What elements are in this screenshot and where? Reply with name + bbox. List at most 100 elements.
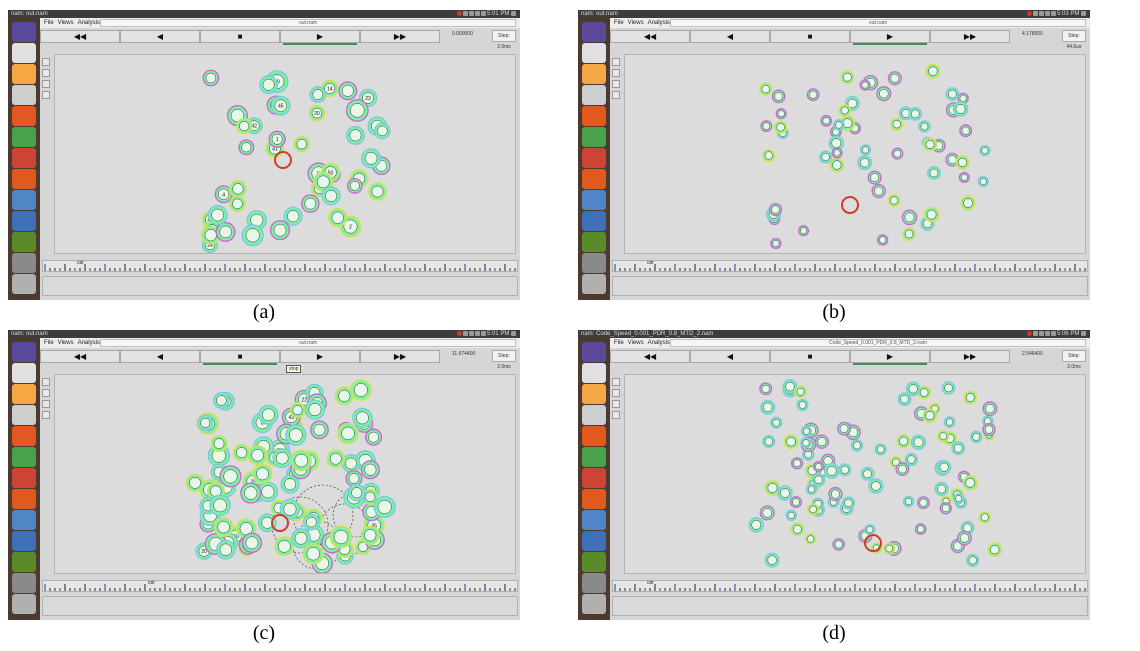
reset-icon[interactable] (42, 411, 50, 419)
network-node[interactable] (979, 144, 991, 157)
network-node[interactable] (346, 177, 363, 194)
spreadsheet-icon[interactable] (582, 127, 606, 147)
system-tray[interactable]: 5:03 PM (1026, 10, 1087, 18)
network-node[interactable] (229, 180, 247, 198)
network-node[interactable] (963, 390, 978, 405)
network-node[interactable] (966, 553, 980, 567)
forward-button[interactable]: ▶▶ (930, 350, 1010, 363)
network-node[interactable] (867, 170, 882, 185)
pan-icon[interactable] (42, 80, 50, 88)
rewind-button[interactable]: ◀◀ (40, 30, 120, 43)
drive-icon[interactable] (582, 253, 606, 273)
network-node[interactable] (841, 496, 856, 510)
network-node[interactable] (326, 449, 346, 469)
network-node[interactable] (790, 457, 804, 470)
vim-icon[interactable] (12, 232, 36, 252)
zoom-in-icon[interactable] (612, 58, 620, 66)
network-node[interactable] (760, 120, 773, 133)
network-node[interactable] (883, 542, 896, 555)
stop-button[interactable]: ■ (200, 30, 280, 43)
network-node[interactable] (345, 98, 369, 122)
terminal-icon[interactable] (12, 43, 36, 63)
network-node[interactable] (831, 147, 843, 159)
firefox-icon[interactable] (582, 106, 606, 126)
network-node[interactable] (197, 414, 214, 431)
network-node[interactable] (811, 473, 826, 487)
network-node[interactable] (352, 407, 373, 429)
network-node[interactable] (345, 125, 365, 145)
network-node[interactable] (850, 439, 864, 452)
dash-icon[interactable] (582, 342, 606, 362)
network-node[interactable] (768, 202, 783, 217)
network-node[interactable] (905, 381, 921, 397)
network-node[interactable] (812, 460, 825, 473)
network-node[interactable] (796, 398, 809, 411)
network-node[interactable] (934, 481, 949, 497)
network-node[interactable] (797, 225, 810, 237)
network-node[interactable] (804, 533, 817, 545)
network-node[interactable] (951, 441, 966, 456)
text-editor-icon[interactable] (12, 405, 36, 425)
back-button[interactable]: ◀ (120, 350, 200, 363)
network-node[interactable] (301, 194, 320, 213)
network-node[interactable] (943, 416, 956, 428)
network-node[interactable] (962, 475, 978, 491)
network-node[interactable] (832, 538, 845, 551)
network-node[interactable] (955, 155, 970, 170)
network-node[interactable] (864, 524, 876, 536)
stop-button[interactable]: ■ (770, 30, 850, 43)
network-node[interactable] (240, 482, 262, 504)
network-node[interactable] (789, 495, 803, 509)
network-node[interactable] (970, 430, 983, 444)
network-node[interactable] (760, 399, 776, 415)
text-editor-icon[interactable] (582, 405, 606, 425)
network-node[interactable] (334, 386, 354, 406)
packet-timeline[interactable]: cbr (612, 580, 1088, 592)
network-node[interactable] (210, 435, 228, 453)
network-node[interactable] (819, 150, 833, 164)
network-node[interactable] (764, 552, 780, 568)
network-node[interactable] (783, 434, 799, 450)
network-node[interactable] (347, 483, 366, 502)
network-node[interactable] (837, 421, 852, 436)
network-node[interactable] (213, 392, 230, 409)
drive-icon[interactable] (12, 253, 36, 273)
menu-item-analysis[interactable]: Analysis (77, 20, 100, 26)
network-node[interactable] (958, 171, 970, 184)
network-node[interactable] (927, 166, 941, 180)
menu-item-file[interactable]: File (44, 340, 54, 346)
network-node[interactable] (338, 81, 358, 101)
network-node[interactable] (216, 539, 236, 560)
highlighted-node[interactable] (864, 534, 882, 552)
network-node[interactable] (794, 385, 807, 399)
network-node[interactable] (897, 392, 912, 407)
network-node[interactable] (272, 448, 293, 469)
network-node[interactable] (361, 148, 382, 169)
network-node[interactable] (828, 486, 843, 502)
network-node[interactable] (876, 86, 892, 102)
network-node[interactable] (957, 530, 972, 546)
menu-item-views[interactable]: Views (627, 20, 644, 26)
network-node[interactable] (313, 171, 334, 192)
network-canvas[interactable]: 3520213032414012242818211719334350822 (54, 374, 516, 574)
network-node[interactable] (982, 422, 996, 437)
terminal-icon[interactable] (582, 43, 606, 63)
network-node[interactable] (941, 381, 956, 395)
system-tray[interactable]: 5:01 PM (456, 10, 517, 18)
stop-button[interactable]: ■ (770, 350, 850, 363)
zoom-out-icon[interactable] (42, 69, 50, 77)
network-node[interactable] (274, 536, 295, 557)
gear-icon[interactable] (1081, 331, 1086, 336)
settings-icon[interactable] (582, 468, 606, 488)
network-node[interactable] (241, 532, 263, 554)
pan-icon[interactable] (42, 400, 50, 408)
clock[interactable]: 5:01 PM (486, 11, 510, 17)
network-node[interactable] (241, 224, 264, 247)
network-node[interactable] (304, 399, 326, 420)
network-canvas[interactable] (624, 54, 1086, 254)
help-icon[interactable] (12, 274, 36, 294)
network-node[interactable] (859, 144, 872, 156)
network-node[interactable] (229, 195, 246, 213)
network-node[interactable] (782, 379, 798, 395)
step-slider[interactable]: Step: 2.0ms (492, 350, 516, 370)
